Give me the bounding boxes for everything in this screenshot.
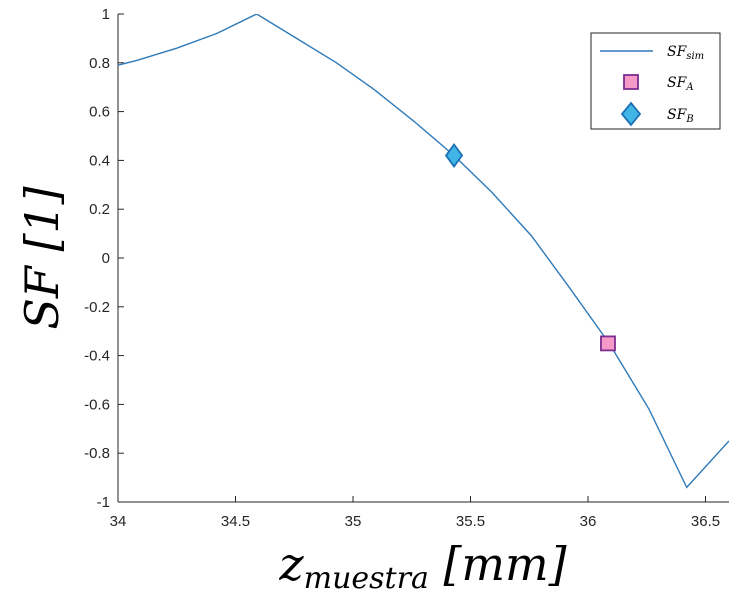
x-tick-label: 36	[580, 513, 597, 530]
marker-sf-a	[600, 335, 616, 352]
y-tick-label: -0.8	[84, 445, 110, 462]
y-tick-label: 1	[102, 6, 110, 23]
y-axis-title: SF [1]	[15, 186, 69, 329]
x-tick-label: 34.5	[221, 513, 250, 530]
legend: SFsim SFA SFB	[590, 32, 721, 130]
x-axis-title: zmuestra [mm]	[278, 537, 566, 592]
y-ticks: -1 -0.8 -0.6 -0.4 -0.2 0 0.2 0.4 0.6 0.8 1	[84, 6, 124, 511]
x-tick-label: 35	[345, 513, 362, 530]
y-tick-label: -0.6	[84, 396, 110, 413]
marker-sf-b	[444, 142, 464, 169]
y-tick-label: 0.2	[89, 201, 110, 218]
legend-box	[590, 32, 721, 130]
y-tick-label: 0.6	[89, 104, 110, 121]
x-axis-title-unit: [mm]	[429, 537, 567, 591]
series-markers-sf-a	[600, 335, 616, 352]
legend-square-marker	[623, 74, 639, 90]
y-tick-label: -0.4	[84, 348, 110, 365]
y-tick-label: -0.2	[84, 299, 110, 316]
x-ticks: 34 34.5 35 35.5 36 36.5	[110, 496, 720, 530]
series-line-sf-sim	[118, 14, 729, 489]
y-tick-label: 0	[102, 250, 110, 267]
y-tick-label: 0.8	[89, 55, 110, 72]
y-tick-label: -1	[97, 494, 110, 511]
legend-label-sf-b: SFB	[667, 107, 694, 125]
x-tick-label: 35.5	[456, 513, 485, 530]
x-tick-label: 34	[110, 513, 127, 530]
legend-label-sf-sim: SFsim	[667, 44, 704, 62]
x-axis-title-sub: muestra	[304, 561, 429, 592]
x-axis-title-main: z	[278, 537, 304, 591]
legend-label-sf-a: SFA	[667, 75, 694, 93]
legend-diamond-marker	[620, 101, 642, 127]
y-tick-label: 0.4	[89, 152, 110, 169]
series-markers-sf-b	[444, 142, 464, 169]
x-tick-label: 36.5	[691, 513, 720, 530]
